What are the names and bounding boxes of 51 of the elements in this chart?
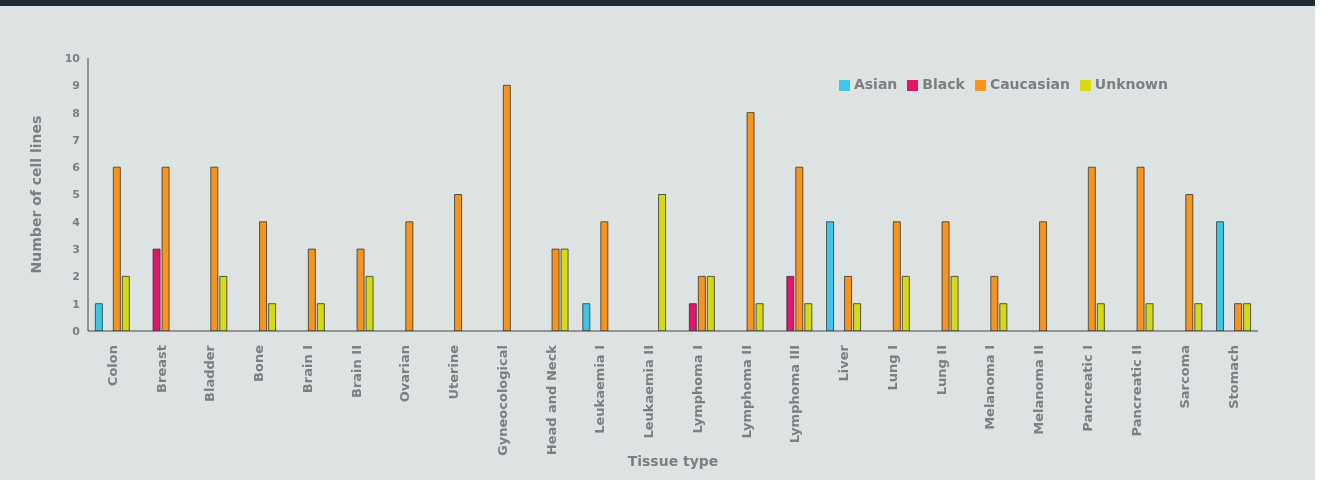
x-tick-label: Leukaemia I: [592, 345, 608, 434]
x-tick-label: Ovarian: [397, 345, 413, 403]
x-tick-label: Pancreatic I: [1079, 345, 1095, 432]
bar: [94, 303, 103, 331]
bar: [600, 221, 609, 331]
x-tick-label: Breast: [153, 345, 169, 393]
x-tick-label: Stomach: [1226, 345, 1242, 409]
x-tick-label: Lymphoma II: [738, 345, 754, 439]
y-axis-title: Number of cell lines: [27, 115, 44, 274]
y-tick-label: 2: [72, 270, 80, 284]
x-tick-label: Head and Neck: [543, 344, 559, 456]
x-axis-title: Tissue type: [627, 453, 719, 469]
x-tick-label: Lymphoma III: [787, 345, 803, 444]
x-tick-label: Colon: [104, 345, 120, 387]
bar: [582, 303, 591, 331]
x-tick-label: Leukaemia II: [641, 345, 657, 439]
legend-label: Unknown: [1094, 76, 1168, 92]
y-tick-label: 1: [72, 297, 80, 311]
x-tick-label: Brain I: [299, 345, 315, 394]
y-tick-label: 8: [72, 106, 80, 120]
x-tick-label: Melanoma I: [982, 345, 998, 430]
bar: [1039, 221, 1047, 331]
bar: [658, 194, 666, 331]
x-tick-label: Lymphoma I: [689, 345, 705, 434]
x-tick-label: Sarcoma: [1177, 345, 1193, 409]
y-tick-label: 4: [72, 215, 81, 229]
x-tick-label: Uterine: [446, 344, 462, 400]
x-tick-label: Melanoma II: [1031, 345, 1047, 435]
y-tick-label: 6: [72, 161, 81, 175]
x-tick-label: Pancreatic II: [1128, 345, 1144, 437]
y-tick-label: 10: [64, 51, 81, 65]
y-tick-label: 5: [72, 188, 80, 202]
x-tick-label: Brain II: [348, 345, 364, 399]
legend-label: Asian: [853, 76, 898, 92]
x-tick-label: Gyneocological: [494, 345, 510, 456]
bar: [1216, 221, 1224, 331]
x-tick-label: Liver: [836, 344, 852, 382]
x-tick-label: Bladder: [202, 344, 218, 402]
y-tick-label: 0: [72, 324, 81, 338]
x-tick-label: Lung II: [933, 345, 949, 396]
y-tick-label: 7: [72, 133, 80, 147]
y-tick-label: 3: [72, 243, 80, 257]
bar: [454, 194, 462, 331]
bar: [502, 84, 511, 331]
y-tick-label: 9: [72, 79, 80, 93]
legend-label: Black: [922, 76, 965, 92]
bar: [405, 221, 414, 331]
bar: [826, 221, 834, 331]
x-tick-label: Lung I: [884, 345, 900, 391]
x-tick-label: Bone: [251, 344, 267, 382]
legend-label: Caucasian: [989, 76, 1070, 92]
